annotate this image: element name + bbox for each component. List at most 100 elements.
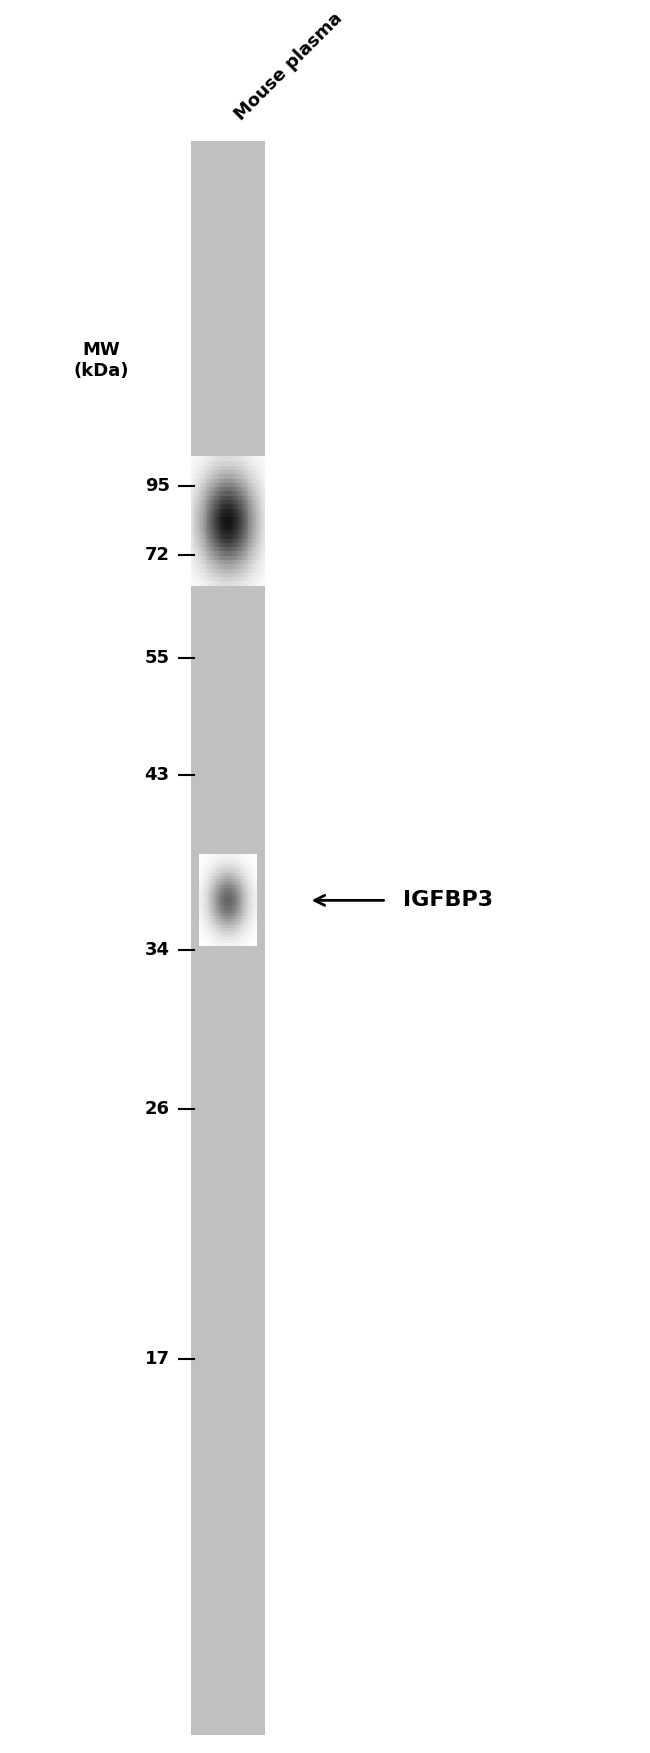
Bar [231, 580, 234, 586]
Bar [205, 931, 207, 934]
Bar [235, 862, 237, 866]
Bar [242, 857, 244, 861]
Bar [238, 894, 240, 898]
Bar [241, 473, 243, 479]
Bar [235, 465, 237, 470]
Bar [229, 931, 231, 934]
Bar [248, 512, 250, 517]
Bar [231, 936, 233, 940]
Bar [237, 891, 239, 894]
Bar [206, 933, 208, 938]
Bar [255, 857, 257, 861]
Bar [202, 482, 204, 487]
Bar [247, 906, 249, 910]
Bar [199, 933, 201, 938]
Bar [229, 862, 231, 866]
Bar [222, 571, 224, 577]
Bar [216, 896, 218, 901]
Bar [202, 529, 204, 535]
Bar [252, 508, 254, 514]
Bar [230, 479, 232, 482]
Bar [248, 538, 250, 543]
Bar [211, 943, 212, 947]
Bar [241, 906, 243, 910]
Bar [192, 547, 195, 552]
Bar [215, 580, 217, 586]
Bar [225, 924, 227, 927]
Bar [220, 568, 223, 573]
Bar [255, 854, 257, 857]
Bar [256, 563, 258, 568]
Bar [206, 871, 208, 876]
Bar [222, 538, 224, 543]
Bar [200, 556, 202, 559]
Bar [239, 568, 241, 573]
Bar [226, 894, 228, 898]
Bar [218, 859, 220, 864]
Bar [209, 512, 211, 517]
Bar [244, 903, 246, 906]
Bar [211, 517, 213, 521]
Bar [248, 940, 250, 943]
Bar [212, 887, 214, 891]
Bar [240, 854, 241, 857]
Bar [199, 891, 201, 894]
Bar [192, 456, 195, 461]
Bar [254, 550, 256, 556]
Bar [242, 887, 244, 891]
Bar [259, 486, 262, 491]
Bar [246, 486, 249, 491]
Bar [241, 943, 243, 947]
Bar [207, 866, 209, 869]
Bar [233, 517, 236, 521]
Bar [213, 500, 215, 505]
Bar [226, 542, 228, 547]
Bar [250, 503, 252, 508]
Bar [241, 486, 243, 491]
Bar [234, 887, 235, 891]
Bar [252, 550, 254, 556]
Bar [212, 912, 214, 915]
Bar [240, 936, 241, 940]
Bar [200, 933, 202, 938]
Bar [212, 896, 214, 901]
Bar [250, 908, 252, 913]
Bar [209, 943, 211, 947]
Bar [216, 491, 219, 496]
Bar [222, 563, 224, 568]
Bar [241, 491, 243, 496]
Bar [213, 887, 215, 891]
Bar [228, 887, 229, 891]
Bar [247, 899, 249, 903]
Bar [206, 936, 208, 940]
Bar [246, 875, 247, 878]
Bar [253, 927, 254, 931]
Bar [211, 896, 212, 901]
Bar [246, 521, 249, 526]
Bar [205, 882, 207, 885]
Bar [235, 906, 237, 910]
Bar [235, 891, 237, 894]
Bar [209, 547, 211, 552]
Bar [230, 568, 232, 573]
Bar [213, 903, 215, 906]
Bar [200, 896, 202, 901]
Bar [229, 869, 231, 873]
Bar [190, 486, 193, 491]
Bar [213, 456, 215, 461]
Bar [228, 550, 230, 556]
Bar [209, 936, 211, 940]
Bar [228, 577, 230, 582]
Bar [250, 882, 252, 885]
Bar [224, 943, 226, 947]
Bar [206, 906, 208, 910]
Bar [213, 512, 215, 517]
Bar [235, 508, 237, 514]
Bar [211, 915, 212, 919]
Bar [200, 559, 202, 564]
Bar [218, 882, 220, 885]
Bar [220, 924, 222, 927]
Bar [209, 559, 211, 564]
Bar [230, 571, 232, 577]
Bar [224, 869, 226, 873]
